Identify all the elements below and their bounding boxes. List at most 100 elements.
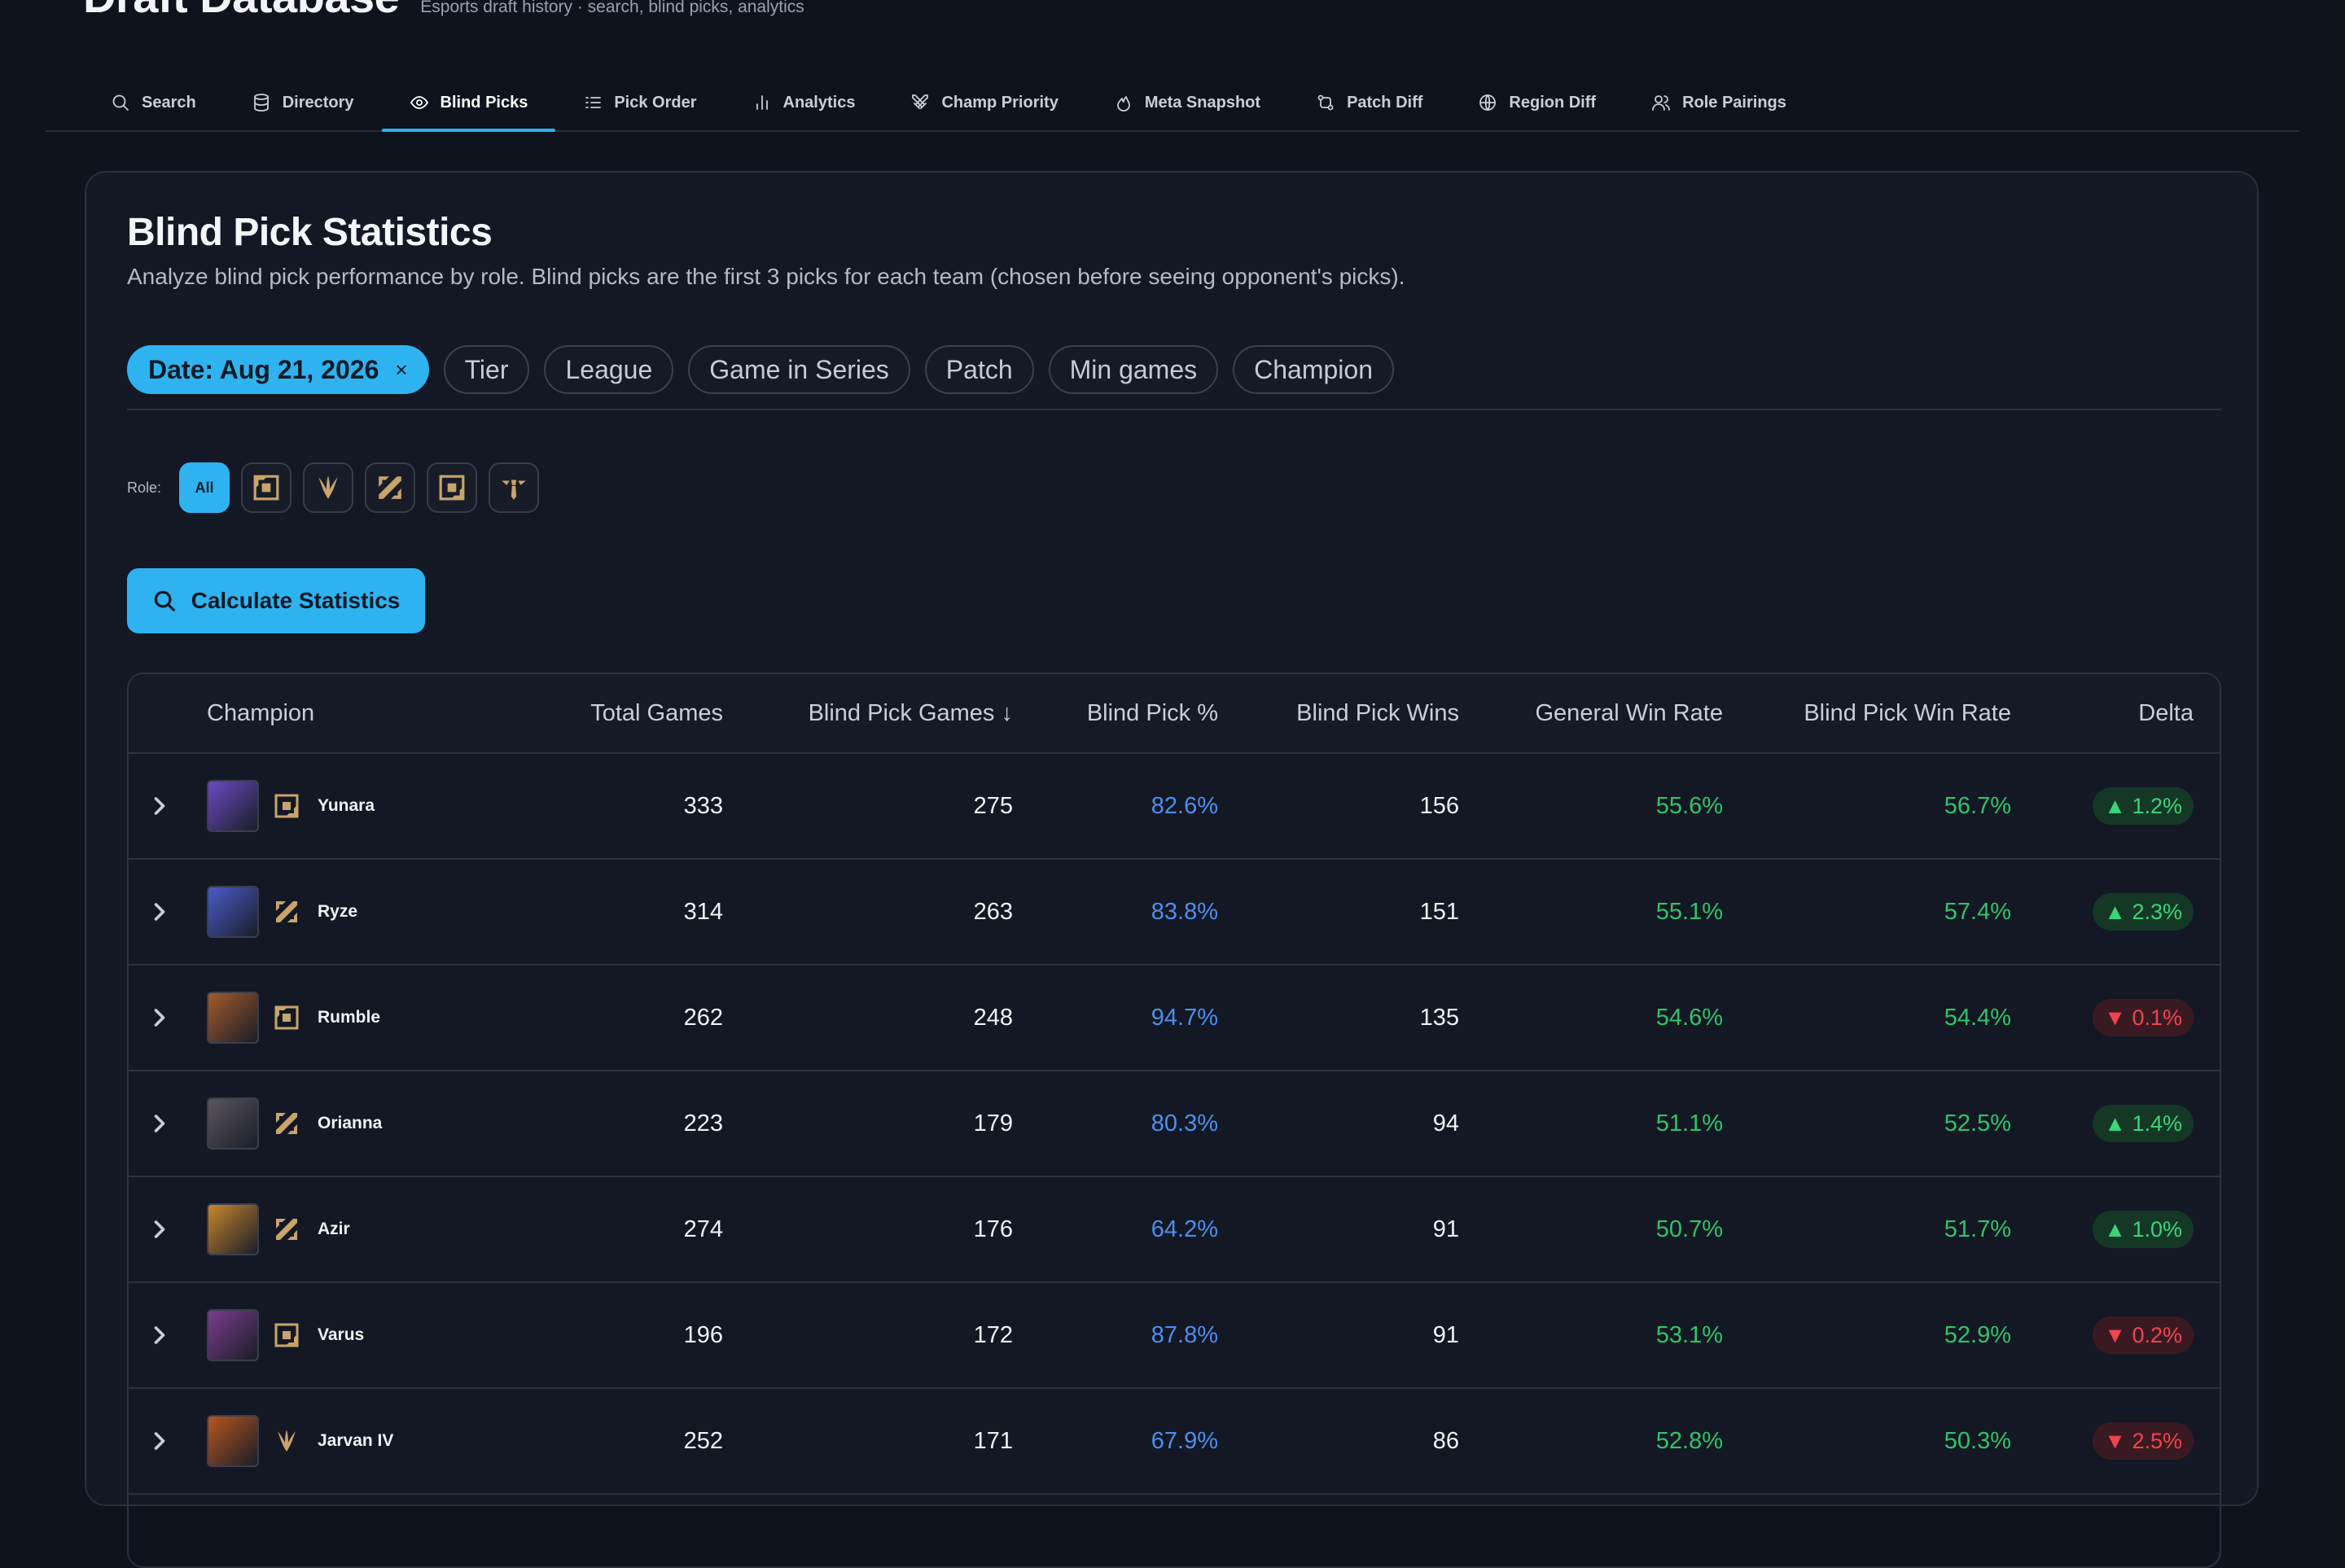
clear-date-icon[interactable]: × bbox=[395, 357, 408, 382]
blind-pick-wins-cell: 86 bbox=[1432, 1428, 1459, 1454]
total-games-cell: 262 bbox=[683, 1005, 723, 1031]
mid-role-icon bbox=[276, 1113, 297, 1134]
tab-search[interactable]: Search bbox=[83, 75, 224, 130]
tab-label: Analytics bbox=[782, 93, 856, 112]
filter-chip-patch[interactable]: Patch bbox=[924, 345, 1034, 394]
blind-pick-pct-cell: 82.6% bbox=[1151, 793, 1218, 819]
header-champion[interactable]: Champion bbox=[207, 700, 315, 726]
tab-role-pairings[interactable]: Role Pairings bbox=[1624, 75, 1814, 130]
table-row[interactable]: Orianna 223 179 80.3% 94 51.1% 52.5% ▲ 1.4% bbox=[129, 1071, 2220, 1177]
table-row[interactable]: Yunara 333 275 82.6% 156 55.6% 56.7% ▲ 1.2% bbox=[129, 754, 2220, 860]
role-button-top[interactable] bbox=[241, 462, 292, 513]
chevron-right-icon bbox=[154, 1326, 165, 1344]
app-subtitle: Esports draft history · search, blind pi… bbox=[420, 0, 804, 16]
calculate-label: Calculate Statistics bbox=[191, 588, 401, 613]
tab-blind-picks[interactable]: Blind Picks bbox=[381, 75, 556, 132]
filter-chip-league[interactable]: League bbox=[544, 345, 674, 394]
app-title: Draft Database bbox=[83, 0, 400, 23]
champion-name[interactable]: Ryze bbox=[318, 902, 358, 921]
filter-chip-min-games[interactable]: Min games bbox=[1048, 345, 1219, 394]
header-delta[interactable]: Delta bbox=[2138, 700, 2194, 726]
blind-pick-win-rate-cell: 52.9% bbox=[1944, 1322, 2011, 1348]
champion-name[interactable]: Varus bbox=[318, 1325, 365, 1344]
blind-pick-pct-cell: 87.8% bbox=[1151, 1322, 1218, 1348]
table-row[interactable]: Varus 196 172 87.8% 91 53.1% 52.9% ▼ 0.2% bbox=[129, 1283, 2220, 1389]
filter-chip-date[interactable]: Date: Aug 21, 2026 × bbox=[127, 345, 429, 394]
filter-chip-game-in-series[interactable]: Game in Series bbox=[688, 345, 910, 394]
jungle-role-icon bbox=[278, 1430, 296, 1452]
champion-name[interactable]: Orianna bbox=[318, 1114, 383, 1132]
champion-name[interactable]: Azir bbox=[318, 1220, 350, 1238]
total-games-cell: 252 bbox=[683, 1428, 723, 1454]
header-total-games[interactable]: Total Games bbox=[590, 700, 723, 726]
champion-avatar bbox=[207, 886, 259, 938]
mid-role-icon bbox=[276, 901, 297, 922]
blind-pick-games-cell: 248 bbox=[973, 1005, 1013, 1031]
header-general-win-rate[interactable]: General Win Rate bbox=[1535, 700, 1724, 726]
role-button-mid[interactable] bbox=[365, 462, 416, 513]
role-button-all[interactable]: All bbox=[179, 462, 230, 513]
bot-role-icon bbox=[274, 1323, 299, 1347]
support-role-icon bbox=[502, 480, 526, 500]
total-games-cell: 223 bbox=[683, 1110, 723, 1137]
blind-pick-games-cell: 176 bbox=[973, 1216, 1013, 1242]
blind-pick-win-rate-cell: 50.3% bbox=[1944, 1428, 2011, 1454]
blind-pick-win-rate-cell: 56.7% bbox=[1944, 793, 2011, 819]
tab-region-diff[interactable]: Region Diff bbox=[1450, 75, 1624, 130]
search-icon bbox=[154, 590, 175, 611]
table-row[interactable]: Ryze 314 263 83.8% 151 55.1% 57.4% ▲ 2.3% bbox=[129, 860, 2220, 966]
expand-row-button[interactable] bbox=[145, 897, 174, 926]
champion-avatar bbox=[207, 1415, 259, 1467]
filter-chip-champion[interactable]: Champion bbox=[1233, 345, 1394, 394]
champion-name[interactable]: Jarvan IV bbox=[318, 1431, 394, 1450]
header-blind-pick-win-rate[interactable]: Blind Pick Win Rate bbox=[1804, 700, 2011, 726]
filter-chip-date-label: Date: Aug 21, 2026 bbox=[148, 354, 379, 384]
tab-directory[interactable]: Directory bbox=[224, 75, 382, 130]
role-button-support[interactable] bbox=[489, 462, 540, 513]
tab-patch-diff[interactable]: Patch Diff bbox=[1288, 75, 1450, 130]
blind-pick-games-cell: 171 bbox=[973, 1428, 1013, 1454]
tab-champ-priority[interactable]: Champ Priority bbox=[883, 75, 1085, 130]
filter-chips: Tier League Game in Series Patch Min games Ch… bbox=[443, 345, 1394, 394]
general-win-rate-cell: 55.1% bbox=[1655, 899, 1723, 925]
globe-icon bbox=[1479, 94, 1497, 111]
blind-pick-pct-cell: 64.2% bbox=[1151, 1216, 1218, 1242]
header-blind-pick-wins[interactable]: Blind Pick Wins bbox=[1296, 700, 1459, 726]
blind-pick-win-rate-cell: 57.4% bbox=[1944, 899, 2011, 925]
crossed-swords-icon bbox=[912, 94, 929, 109]
role-button-bot[interactable] bbox=[427, 462, 478, 513]
tab-label: Region Diff bbox=[1509, 93, 1597, 112]
expand-row-button[interactable] bbox=[145, 1003, 174, 1032]
table-row[interactable]: Azir 274 176 64.2% 91 50.7% 51.7% ▲ 1.0% bbox=[129, 1177, 2220, 1283]
calculate-statistics-button[interactable]: Calculate Statistics bbox=[127, 568, 425, 633]
total-games-cell: 196 bbox=[683, 1322, 723, 1348]
chevron-right-icon bbox=[154, 1432, 165, 1450]
table-row[interactable]: Jarvan IV 252 171 67.9% 86 52.8% 50.3% ▼ 2.5% bbox=[129, 1389, 2220, 1495]
tab-pick-order[interactable]: Pick Order bbox=[555, 75, 724, 130]
expand-row-button[interactable] bbox=[145, 1109, 174, 1138]
tab-label: Pick Order bbox=[614, 93, 697, 112]
expand-row-button[interactable] bbox=[145, 1426, 174, 1456]
role-button-jungle[interactable] bbox=[303, 462, 354, 513]
general-win-rate-cell: 54.6% bbox=[1655, 1005, 1723, 1031]
total-games-cell: 274 bbox=[683, 1216, 723, 1242]
delta-badge: ▼ 2.5% bbox=[2093, 1422, 2194, 1460]
champion-name[interactable]: Yunara bbox=[318, 796, 375, 815]
blind-pick-games-cell: 172 bbox=[973, 1322, 1013, 1348]
table-header: Champion Total Games Blind Pick Games ↓ … bbox=[129, 674, 2220, 754]
table-row[interactable]: Rumble 262 248 94.7% 135 54.6% 54.4% ▼ 0.1% bbox=[129, 966, 2220, 1071]
tab-meta-snapshot[interactable]: Meta Snapshot bbox=[1086, 75, 1288, 130]
role-label: Role: bbox=[127, 479, 162, 496]
expand-row-button[interactable] bbox=[145, 1215, 174, 1244]
users-icon bbox=[1652, 95, 1670, 111]
expand-row-button[interactable] bbox=[145, 1321, 174, 1350]
header-blind-pick-pct[interactable]: Blind Pick % bbox=[1086, 700, 1218, 726]
champion-name[interactable]: Rumble bbox=[318, 1008, 381, 1027]
tab-analytics[interactable]: Analytics bbox=[725, 75, 883, 130]
header-blind-pick-games[interactable]: Blind Pick Games ↓ bbox=[808, 700, 1013, 726]
filter-chip-tier[interactable]: Tier bbox=[443, 345, 530, 394]
blind-pick-win-rate-cell: 54.4% bbox=[1944, 1005, 2011, 1031]
blind-pick-pct-cell: 83.8% bbox=[1151, 899, 1218, 925]
chevron-right-icon bbox=[154, 1115, 165, 1132]
expand-row-button[interactable] bbox=[145, 791, 174, 821]
